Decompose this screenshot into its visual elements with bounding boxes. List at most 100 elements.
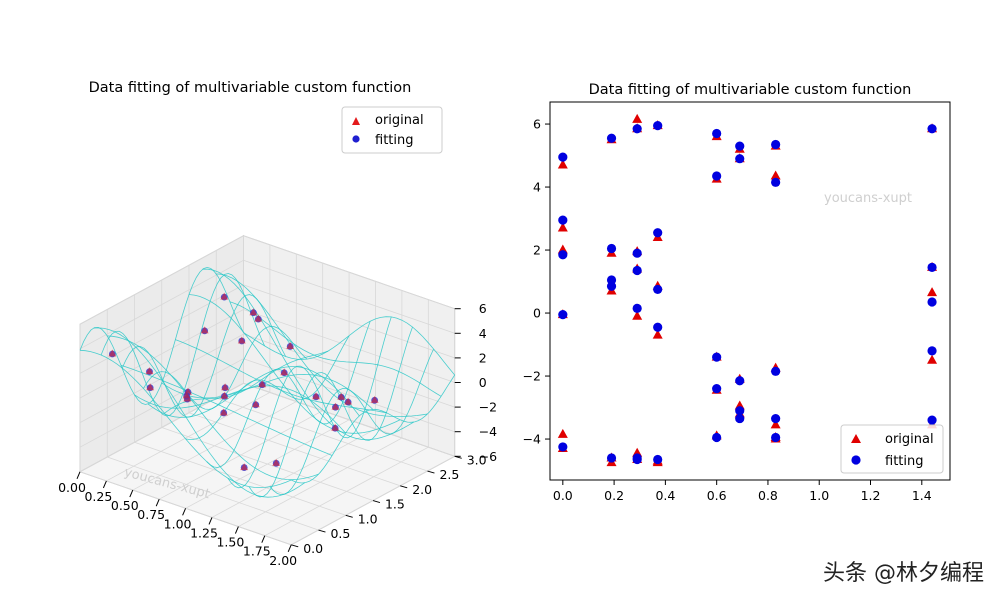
chart-3d-panel: Data fitting of multivariable custom fun… xyxy=(58,80,497,568)
original-point-3d xyxy=(272,458,281,466)
x-tick-label: 1.2 xyxy=(861,488,881,503)
x-tick-label: 1.0 xyxy=(809,488,829,503)
fitting-point xyxy=(771,413,781,424)
chart-2d-panel: Data fitting of multivariable custom fun… xyxy=(523,82,951,503)
fitting-point xyxy=(606,453,617,463)
y-tick-label: 6 xyxy=(533,117,541,132)
fitting-point xyxy=(735,413,745,424)
fitting-point xyxy=(927,262,937,272)
fitting-point xyxy=(653,228,663,238)
original-point-3d xyxy=(240,463,249,471)
fitting-point xyxy=(735,406,745,416)
y-tick-mark-3d xyxy=(372,500,381,504)
y-tick-mark-3d xyxy=(291,544,299,548)
original-point xyxy=(632,310,643,320)
wireframe-line xyxy=(227,316,392,489)
fitting-point xyxy=(653,322,663,332)
original-point-3d xyxy=(344,397,353,405)
floor-grid xyxy=(216,397,428,472)
fitting-point xyxy=(927,346,937,356)
y-tick-label-3d: 3.0 xyxy=(467,452,487,467)
chart-2d-legend: original fitting xyxy=(840,424,944,474)
x-tick-mark-3d xyxy=(208,517,213,525)
y-tick-mark-3d xyxy=(427,470,435,474)
fitting-point xyxy=(771,139,781,150)
fitting-point xyxy=(632,248,642,258)
x-tick-label: 0.6 xyxy=(707,488,727,503)
original-point-3d xyxy=(331,423,340,431)
y-tick-label: 2 xyxy=(533,243,541,258)
x-tick-label: 0.8 xyxy=(758,488,778,503)
original-point-3d xyxy=(220,292,229,300)
x-tick-label-3d: 0.25 xyxy=(84,489,112,504)
y-tick-mark-3d xyxy=(345,514,353,518)
original-point xyxy=(557,159,568,169)
fitting-point xyxy=(712,171,722,181)
chart-2d-watermark: youcans-xupt xyxy=(824,191,912,206)
legend-fitting-label: fitting xyxy=(375,133,414,148)
original-point-3d xyxy=(145,367,154,375)
legend-fitting-marker xyxy=(352,135,360,143)
wireframe-line xyxy=(79,266,244,405)
x-tick-mark-3d xyxy=(182,508,187,516)
original-point xyxy=(927,287,938,297)
original-point-3d xyxy=(254,314,263,322)
fitting-point xyxy=(632,124,642,134)
back-grid xyxy=(243,235,455,310)
left-grid xyxy=(79,358,244,448)
original-point-3d xyxy=(146,383,155,391)
fitting-point xyxy=(558,215,568,225)
fitting-point xyxy=(606,281,617,291)
wireframe-line xyxy=(269,348,434,496)
original-point-3d xyxy=(249,308,258,316)
z-tick-label-3d: 0 xyxy=(479,375,487,390)
wireframe-line xyxy=(121,294,287,418)
legend-2d-fitting-marker xyxy=(851,455,861,465)
fitting-point xyxy=(606,275,617,285)
fitting-point xyxy=(735,141,745,151)
fitting-point xyxy=(735,376,745,386)
original-point-3d xyxy=(312,392,321,400)
x-tick-mark-3d xyxy=(287,544,292,552)
original-point xyxy=(770,170,781,180)
z-tick-label-3d: −4 xyxy=(479,424,497,439)
chart-2d-points xyxy=(557,113,938,467)
x-tick-label-3d: 1.50 xyxy=(216,535,244,550)
x-tick-label-3d: 1.00 xyxy=(164,516,192,531)
original-point-3d xyxy=(182,391,191,399)
legend-original-label: original xyxy=(375,113,424,128)
fitting-point xyxy=(771,366,781,376)
chart-2d-legend-box xyxy=(840,424,944,474)
chart-2d-frame xyxy=(549,101,951,481)
floor-grid xyxy=(134,441,346,516)
z-tick-label-3d: −2 xyxy=(479,400,497,415)
chart-3d-legend-box xyxy=(341,106,443,154)
y-tick-label: −2 xyxy=(523,369,541,384)
wireframe-line xyxy=(100,273,265,417)
wireframe-line xyxy=(185,335,350,440)
back-grid xyxy=(243,284,455,359)
back-grid xyxy=(243,333,455,408)
floor-grid xyxy=(161,427,374,501)
fitting-point xyxy=(632,454,642,465)
x-tick-label: 0.0 xyxy=(553,488,573,503)
fitting-point xyxy=(927,297,937,307)
fitting-point xyxy=(712,352,722,362)
left-grid xyxy=(79,235,244,325)
original-point-3d xyxy=(200,326,209,334)
fitting-point xyxy=(653,284,663,295)
x-tick-mark-3d xyxy=(155,498,160,507)
original-point-3d xyxy=(237,336,246,344)
left-grid xyxy=(79,284,244,374)
legend-2d-original-marker xyxy=(851,434,861,443)
x-tick-label-3d: 0.50 xyxy=(111,498,139,513)
x-tick-label-3d: 0.75 xyxy=(137,507,165,522)
y-tick-label: −4 xyxy=(523,432,541,447)
original-point xyxy=(557,222,568,232)
fitting-point xyxy=(558,310,568,320)
chart-3d-points xyxy=(108,292,379,471)
original-point-3d xyxy=(280,368,289,376)
chart-3d-wireframe-surface xyxy=(79,266,456,498)
y-tick-label-3d: 2.0 xyxy=(412,482,432,497)
